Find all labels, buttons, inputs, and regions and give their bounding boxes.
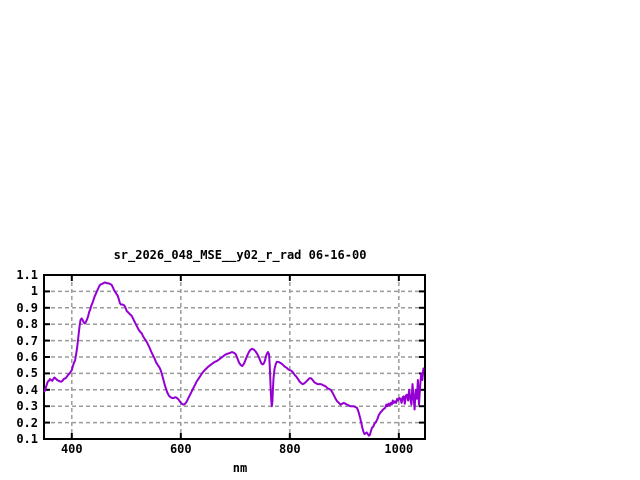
x-tick-label: 800: [278, 442, 301, 456]
y-tick-label: 0.2: [16, 415, 38, 430]
y-tick-label: 0.1: [16, 432, 38, 446]
x-tick-label: 400: [60, 442, 83, 456]
x-axis-label: nm: [232, 461, 248, 475]
y-tick-label: 0.5: [16, 366, 38, 381]
y-tick-label: 0.7: [16, 333, 38, 348]
y-tick-label: 0.3: [16, 399, 38, 414]
y-tick-label: 0.8: [16, 317, 38, 332]
y-tick-label: 0.4: [16, 382, 38, 397]
x-tick-label: 600: [169, 442, 192, 456]
y-tick-label: 1: [30, 284, 38, 299]
spectrum-line: [43, 281, 425, 437]
y-tick-label: 1.1: [16, 268, 38, 282]
x-tick-label: 1000: [384, 442, 414, 456]
chart-title: sr_2026_048_MSE__y02_r_rad 06-16-00: [113, 248, 367, 262]
y-tick-label: 0.6: [16, 350, 38, 364]
y-tick-label: 0.9: [16, 300, 38, 315]
